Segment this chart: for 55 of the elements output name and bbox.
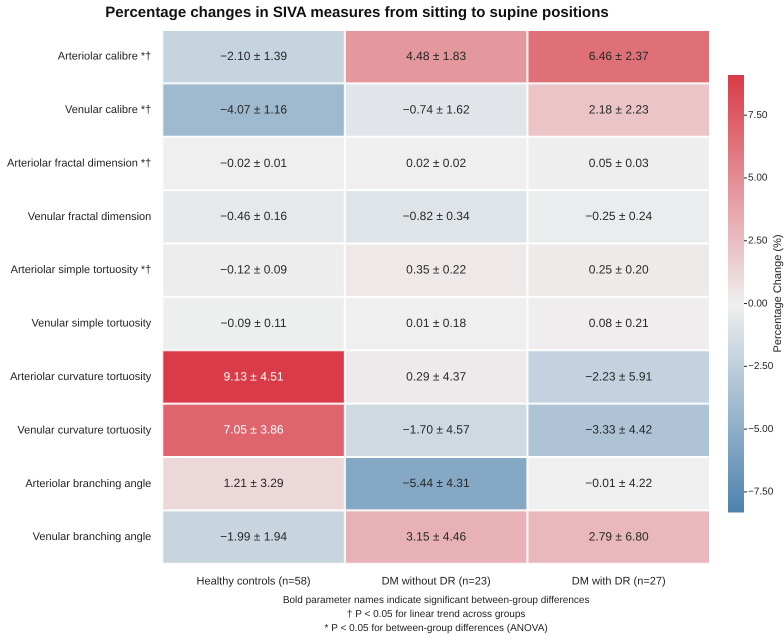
- data-label: −0.25 ± 0.24: [585, 209, 653, 224]
- data-label: 0.01 ± 0.18: [406, 316, 466, 330]
- x-tick-label: Healthy controls (n=58): [196, 575, 311, 588]
- data-label: −0.74 ± 1.62: [402, 102, 470, 116]
- data-label: 6.46 ± 2.37: [588, 49, 650, 63]
- color-bar-label: 7.50: [748, 110, 768, 121]
- y-tick-label: Arteriolar branching angle: [25, 478, 152, 490]
- data-label: −4.07 ± 1.16: [220, 102, 288, 116]
- color-bar-label: 5.00: [748, 172, 768, 184]
- y-tick-label: Arteriolar curvature tortuosity: [10, 371, 152, 383]
- x-tick-label: DM with DR (n=27): [572, 575, 666, 588]
- data-label: −3.33 ± 4.42: [585, 422, 653, 437]
- data-label: −0.09 ± 0.11: [220, 316, 287, 330]
- color-bar-label: 0.00: [748, 298, 768, 310]
- text: * P < 0.05 for between-group differences (ANOVA): [324, 622, 548, 634]
- y-tick-label: Venular fractal dimension: [28, 210, 152, 223]
- color-bar-label: 2.50: [748, 236, 768, 247]
- data-label: −0.82 ± 0.34: [402, 209, 470, 224]
- color-bar-label: −5.00: [748, 424, 774, 435]
- chart-title: Percentage changes in SIVA measures from sitting to supine positions: [105, 4, 609, 22]
- y-tick-label: Venular branching angle: [32, 531, 152, 544]
- y-tick-label: Venular calibre *†: [65, 104, 152, 116]
- data-label: −2.10 ± 1.39: [220, 49, 288, 63]
- text: Bold parameter names indicate significant between-group differences: [282, 594, 590, 606]
- data-label: 0.05 ± 0.03: [588, 156, 650, 170]
- y-tick-label: Arteriolar simple tortuosity *†: [10, 264, 152, 276]
- data-label: 9.13 ± 4.51: [224, 369, 284, 384]
- data-label: 0.29 ± 4.37: [406, 369, 466, 384]
- data-label: −0.02 ± 0.01: [220, 156, 288, 170]
- color-bar-title: Percentage Change (%): [772, 234, 784, 353]
- data-label: 2.18 ± 2.23: [588, 102, 650, 116]
- y-tick-label: Arteriolar fractal dimension *†: [6, 157, 152, 170]
- x-tick-label: DM without DR (n=23): [382, 575, 491, 588]
- data-label: 2.79 ± 6.80: [588, 529, 650, 544]
- data-label: −2.23 ± 5.91: [585, 369, 653, 384]
- data-label: 4.48 ± 1.83: [406, 49, 466, 63]
- data-label: −0.12 ± 0.09: [220, 262, 288, 277]
- color-bar-label: −7.50: [748, 486, 774, 498]
- data-label: 3.15 ± 4.46: [406, 529, 466, 544]
- data-label: 0.08 ± 0.21: [588, 316, 650, 330]
- y-tick-label: Arteriolar calibre *†: [58, 50, 152, 63]
- y-tick-label: Venular curvature tortuosity: [17, 424, 152, 436]
- data-label: 0.25 ± 0.20: [588, 262, 650, 277]
- data-label: −5.44 ± 4.31: [402, 476, 470, 490]
- text: † P < 0.05 for linear trend across groups: [346, 608, 526, 620]
- data-label: −0.46 ± 0.16: [220, 209, 288, 224]
- color-bar-label: −2.50: [748, 361, 774, 372]
- data-label: 0.35 ± 0.22: [406, 262, 466, 277]
- data-label: 1.21 ± 3.29: [224, 476, 284, 490]
- y-tick-label: Venular simple tortuosity: [31, 318, 152, 330]
- data-label: −1.70 ± 4.57: [402, 422, 470, 437]
- data-label: −1.99 ± 1.94: [220, 529, 288, 544]
- data-label: −0.01 ± 4.22: [585, 476, 653, 490]
- data-label: 0.02 ± 0.02: [406, 156, 466, 170]
- data-label: 7.05 ± 3.86: [224, 422, 284, 437]
